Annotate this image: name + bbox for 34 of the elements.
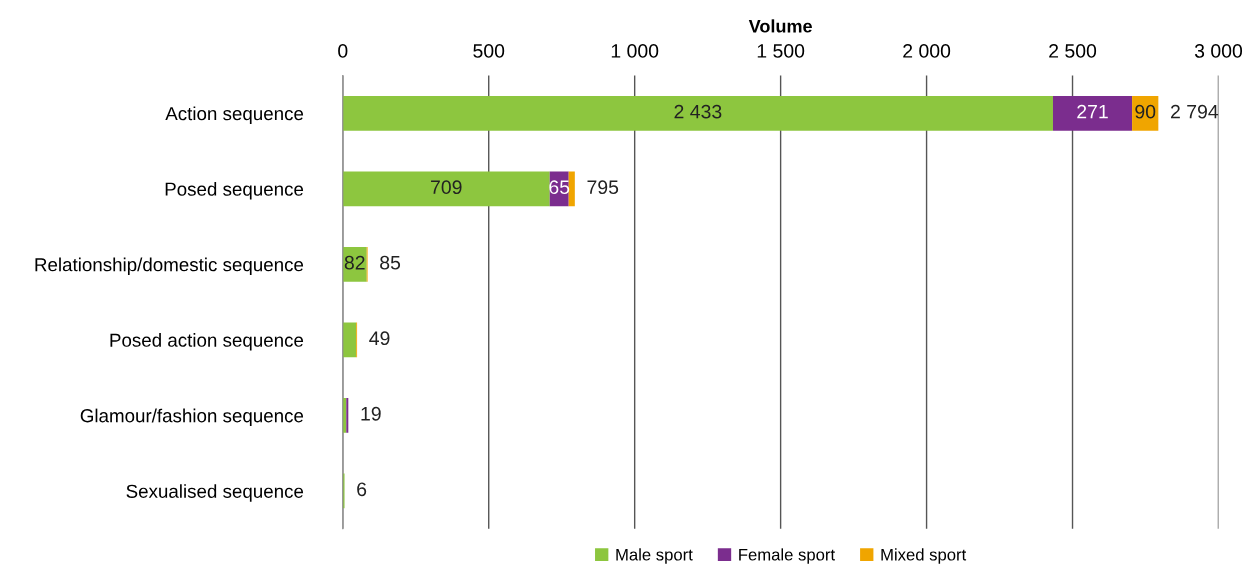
- y-tick-label: Relationship/domestic sequence: [35, 257, 304, 276]
- y-tick-label: Glamour/fashion sequence: [80, 408, 304, 427]
- x-tick-label: 500: [473, 44, 505, 58]
- bar: [342, 171, 550, 207]
- bar: [346, 398, 349, 433]
- y-tick-label: Action sequence: [165, 106, 304, 124]
- bar: [342, 95, 1053, 131]
- total-label: 85: [380, 255, 401, 270]
- x-tick-label: 3 000: [1194, 44, 1243, 58]
- total-label: 2 794: [1171, 104, 1219, 119]
- bar: [342, 322, 357, 358]
- bar: [1052, 95, 1133, 131]
- total-label: 795: [587, 180, 619, 195]
- y-tick-label: Sexualised sequence: [126, 484, 304, 502]
- total-label: 19: [361, 406, 381, 421]
- data-label: 709: [431, 180, 462, 195]
- total-label: 6: [357, 482, 367, 497]
- x-tick-label: 1 500: [757, 44, 805, 58]
- legend-label: Female sport: [739, 548, 835, 564]
- bar: [568, 171, 575, 207]
- x-axis-title: Volume: [748, 19, 812, 33]
- data-label: 90: [1135, 104, 1156, 119]
- legend-label: Mixed sport: [881, 548, 967, 564]
- y-tick-label: Posed sequence: [165, 182, 304, 200]
- x-tick-label: 2 000: [903, 44, 951, 58]
- x-tick-label: 1 000: [611, 44, 659, 58]
- x-tick-label: 2 500: [1049, 44, 1097, 58]
- x-tick-label: 0: [338, 44, 348, 58]
- data-label: 82: [344, 255, 365, 270]
- legend-label: Male sport: [616, 548, 693, 564]
- data-label: 271: [1077, 104, 1108, 119]
- total-label: 49: [369, 331, 390, 346]
- y-tick-label: Posed action sequence: [110, 333, 304, 351]
- data-label: 2 433: [674, 104, 722, 119]
